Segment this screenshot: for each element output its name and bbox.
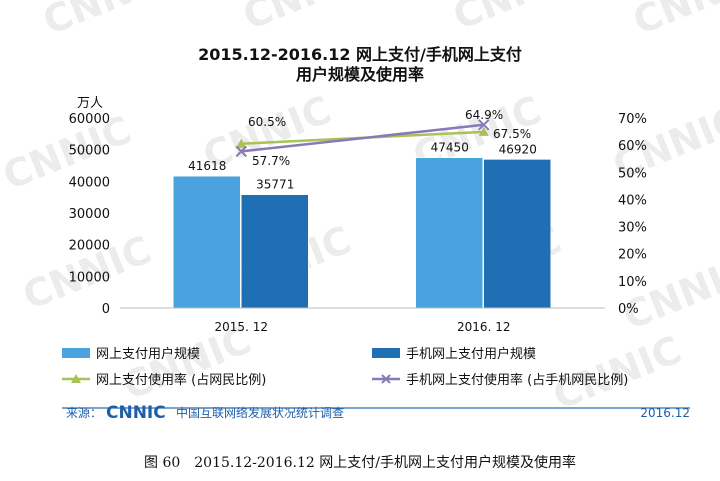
watermark-text: CNNIC [237, 0, 377, 38]
bar [415, 157, 483, 309]
line-marker-x [235, 145, 247, 158]
legend-swatch [62, 348, 90, 358]
y-tick-label: 30000 [69, 207, 110, 222]
source-prefix: 来源： [66, 406, 102, 420]
y2-tick-label: 30% [618, 221, 647, 236]
line-series: 60.5% 64.9% 57.7% 67.5% [235, 108, 531, 168]
source-date: 2016.12 [640, 406, 690, 420]
line-marker-x [478, 119, 490, 131]
line-marker-triangle [236, 138, 247, 148]
y2-tick-label: 50% [618, 166, 647, 181]
figure-caption: 图 60 2015.12-2016.12 网上支付/手机网上支付用户规模及使用率 [144, 454, 576, 471]
bar [241, 194, 309, 309]
bar-data-label: 35771 [256, 178, 294, 192]
watermark-text: CNNIC [627, 0, 720, 43]
y2-tick-label: 20% [618, 248, 647, 263]
y2-tick-label: 40% [618, 193, 647, 208]
legend-label: 手机网上支付使用率 (占手机网民比例) [406, 372, 628, 388]
watermark-text: CNNIC [447, 0, 587, 38]
line-data-label: 60.5% [248, 115, 286, 129]
x-category-label: 2015. 12 [215, 320, 268, 334]
series-line [241, 123, 484, 153]
y-axis-left: 0 10000 20000 30000 40000 50000 60000 [69, 112, 110, 317]
y-tick-label: 50000 [69, 144, 110, 159]
bar-series: 41618 47450 35771 46920 [173, 141, 551, 309]
y-tick-label: 40000 [69, 175, 110, 190]
line-data-label: 57.7% [252, 154, 290, 168]
legend-label: 网上支付用户规模 [96, 346, 200, 362]
x-axis: 2015. 12 2016. 12 [120, 307, 605, 334]
legend-label: 网上支付使用率 (占网民比例) [96, 372, 266, 388]
y2-tick-label: 60% [618, 139, 647, 154]
bar-data-label: 46920 [499, 142, 537, 156]
bar-data-label: 47450 [431, 141, 469, 155]
y-tick-label: 20000 [69, 239, 110, 254]
watermark-text: CNNIC [37, 0, 177, 43]
y-tick-label: 10000 [69, 270, 110, 285]
source-org: 中国互联网络发展状况统计调查 [176, 405, 344, 420]
line-marker-triangle [478, 126, 489, 136]
bar [483, 159, 551, 309]
legend-marker-x [381, 374, 391, 384]
legend-label: 手机网上支付用户规模 [406, 346, 536, 362]
y-axis-right: 0% 10% 20% 30% 40% 50% 60% 70% [618, 112, 647, 317]
y2-tick-label: 70% [618, 112, 647, 127]
line-data-label: 67.5% [493, 127, 531, 141]
y2-tick-label: 0% [618, 302, 639, 317]
chart-title-line-2: 用户规模及使用率 [296, 65, 424, 84]
line-data-label: 64.9% [465, 108, 503, 122]
y-tick-label: 60000 [69, 112, 110, 127]
y-axis-unit-label: 万人 [77, 96, 103, 111]
bar [173, 175, 241, 309]
y-tick-label: 0 [102, 302, 110, 317]
y2-tick-label: 10% [618, 275, 647, 290]
chart-title-line-1: 2015.12-2016.12 网上支付/手机网上支付 [198, 45, 522, 64]
legend-swatch [372, 348, 400, 358]
bar-data-label: 41618 [188, 159, 226, 173]
legend-marker-triangle [71, 374, 81, 383]
x-category-label: 2016. 12 [457, 320, 510, 334]
source-logo: CNNIC [106, 403, 166, 423]
